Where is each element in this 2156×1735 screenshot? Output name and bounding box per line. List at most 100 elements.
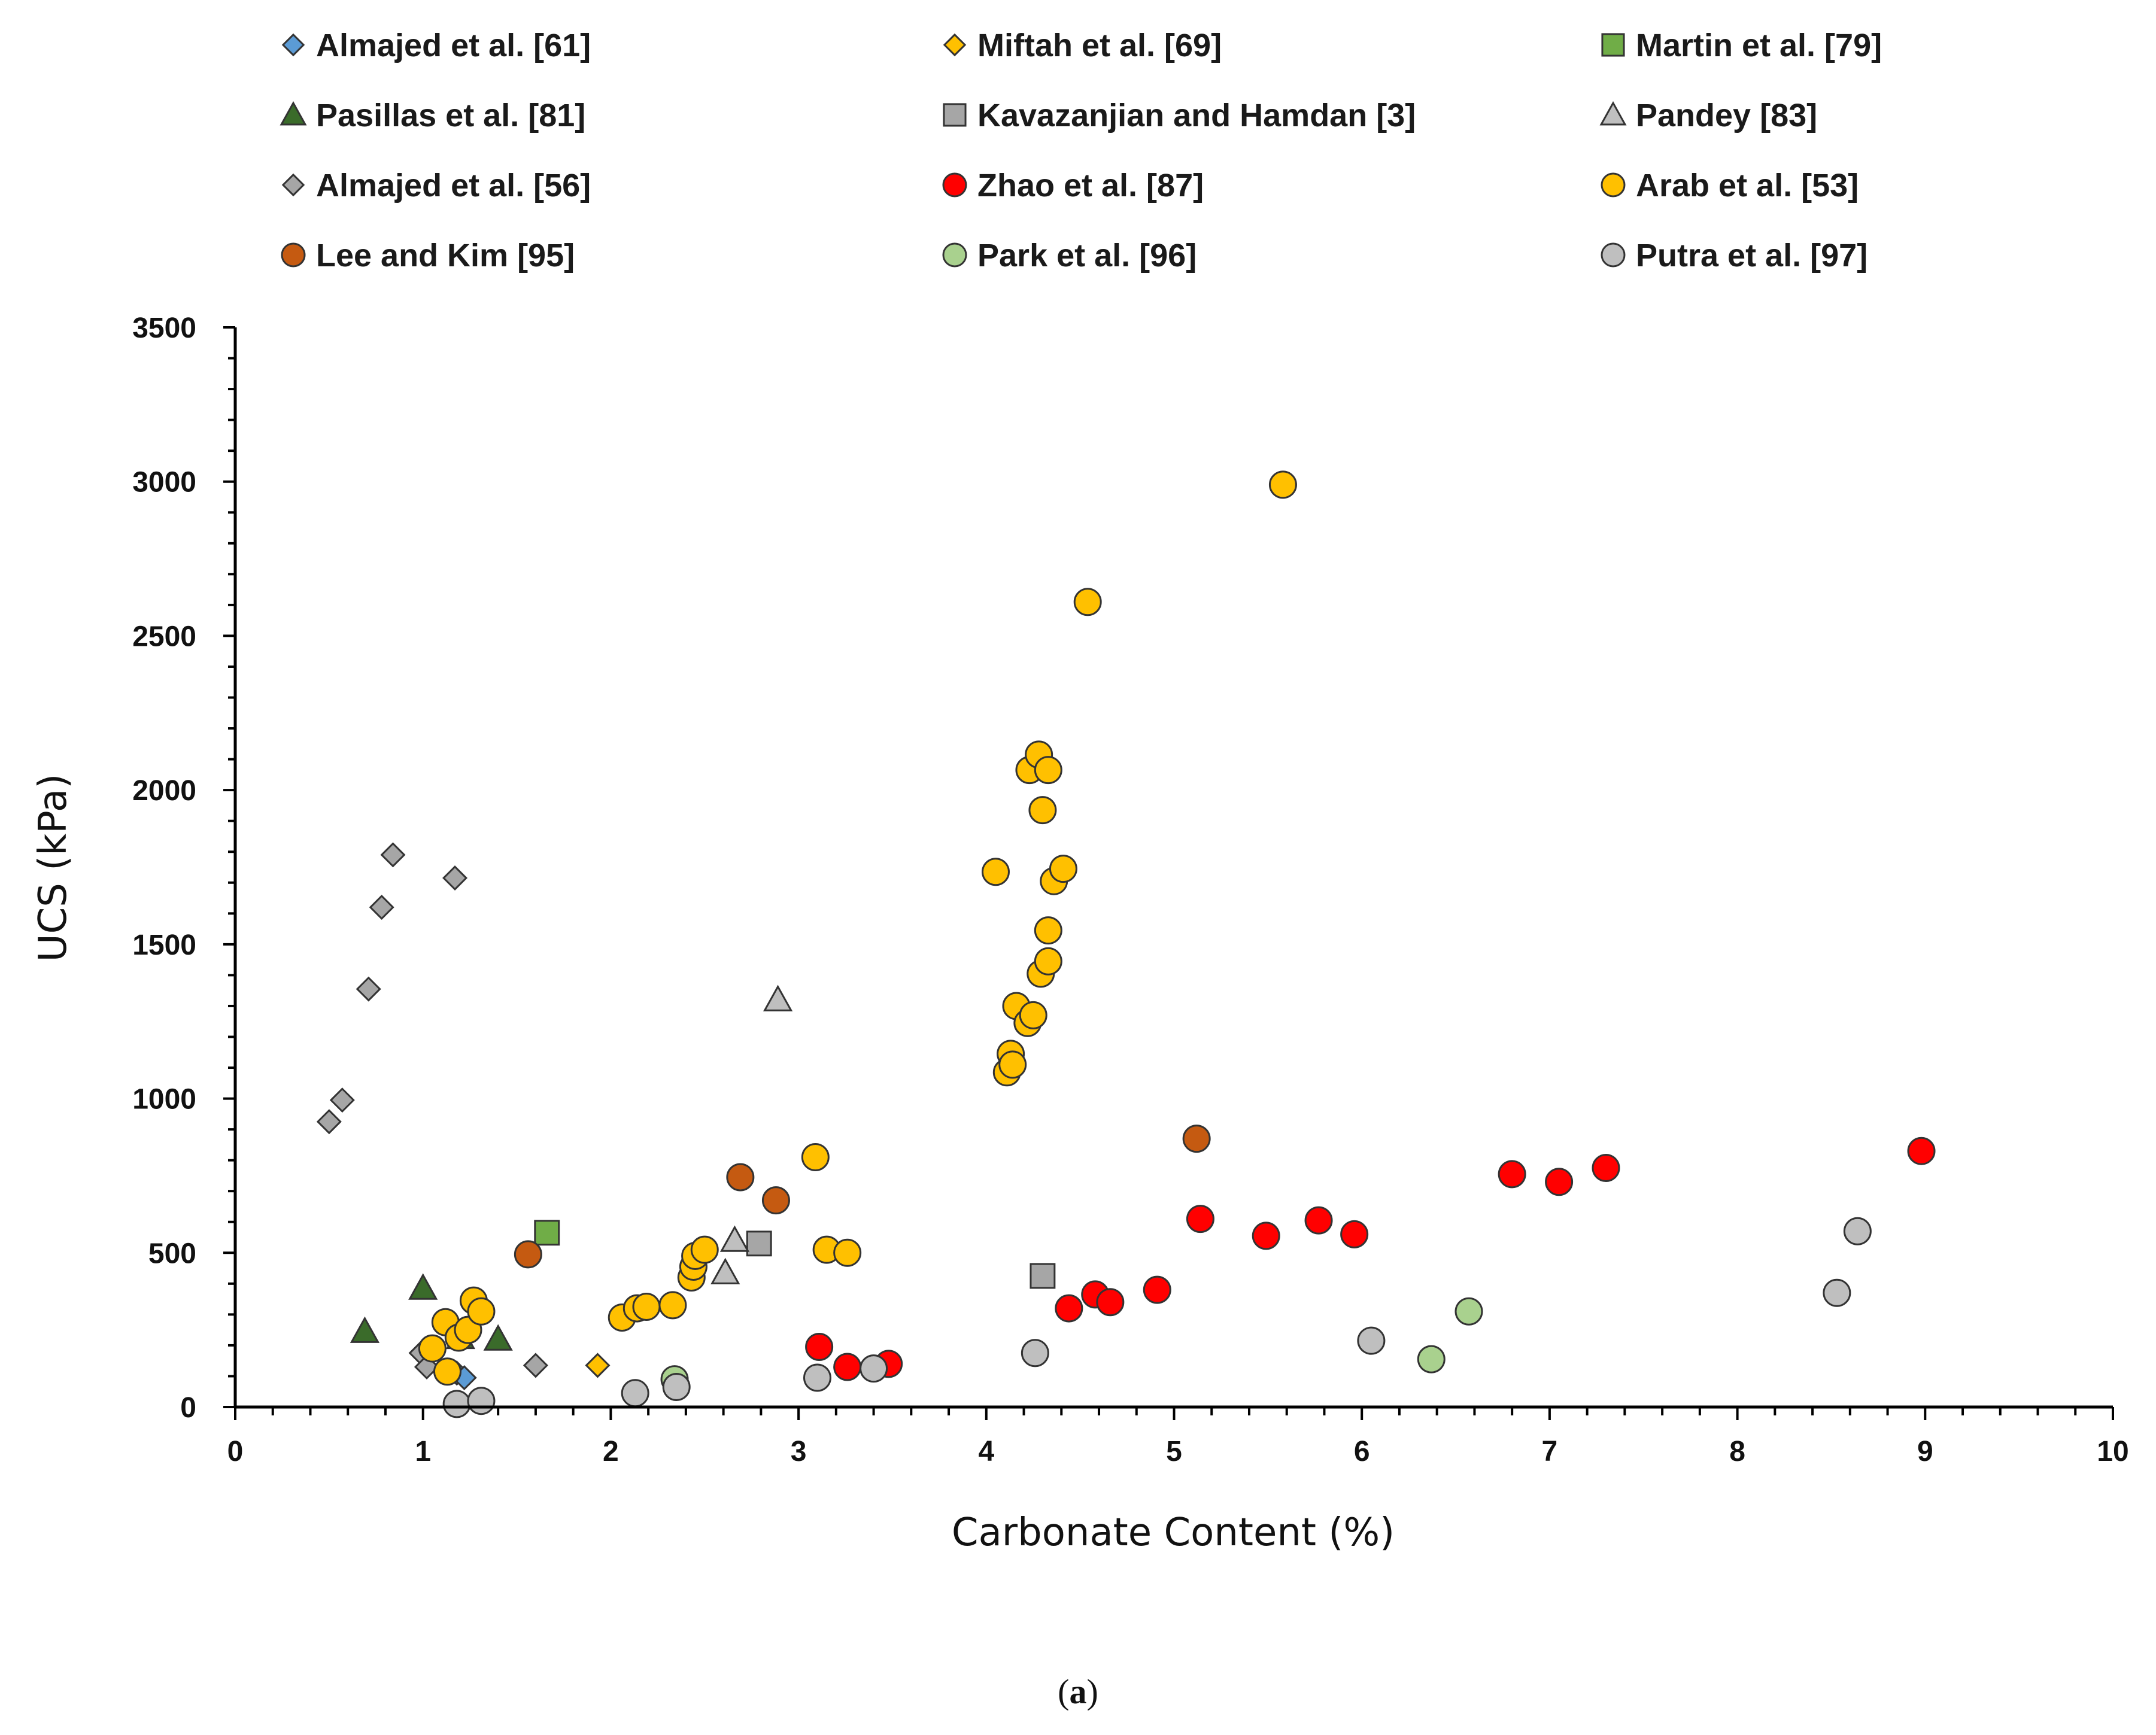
data-point [719,1225,750,1252]
y-tick-label: 1500 [132,929,196,961]
legend-marker [1601,33,1625,57]
data-point [442,865,468,891]
legend-item: Arab et al. [53] [1601,168,1859,203]
data-point [1096,1288,1125,1317]
x-tick-label: 3 [791,1436,807,1467]
x-tick-label: 4 [978,1436,994,1467]
data-point [1417,1345,1446,1374]
data-point [514,1240,542,1269]
y-tick-label: 3500 [132,312,196,344]
legend-marker [281,242,306,268]
data-point [805,1332,834,1361]
data-point [316,1109,342,1135]
data-point [467,1387,496,1415]
data-point [1252,1222,1280,1250]
legend-marker [942,242,967,268]
y-tick-label: 500 [148,1238,196,1269]
data-point [483,1324,513,1351]
data-point [467,1297,496,1326]
legend-item: Almajed et al. [56] [281,168,591,203]
data-point [1034,756,1062,785]
data-point [350,1316,380,1343]
data-point [1049,855,1077,883]
y-tick-label: 3000 [132,467,196,499]
legend-marker [280,101,307,126]
series-arab-et-al-53 [418,470,1297,1386]
y-axis-ticks: 0 500 1000 1500 2000 2500 3000 3500 [132,312,235,1424]
series-zhao-et-al-87 [805,1137,1936,1381]
data-point [1498,1160,1526,1189]
data-point [585,1353,611,1378]
data-point [690,1235,719,1264]
caption-close: ) [1087,1672,1098,1711]
data-point [1545,1168,1574,1196]
series-miftah-et-al-69 [585,1353,611,1378]
data-point [380,842,406,868]
legend-marker [1601,242,1626,268]
x-tick-label: 5 [1166,1436,1182,1467]
data-point [1357,1326,1386,1355]
legend: Almajed et al. [61] Miftah et al. [69] Mar… [280,28,1882,274]
data-point [981,858,1010,886]
data-point [833,1353,862,1381]
data-point [710,1257,740,1284]
legend-label: Miftah et al. [69] [977,28,1222,63]
data-point [621,1379,649,1408]
y-tick-label: 2000 [132,775,196,807]
data-point [801,1143,830,1172]
data-point [662,1372,691,1401]
data-point [534,1220,560,1246]
data-point [1030,1263,1056,1289]
legend-label: Putra et al. [97] [1636,238,1867,274]
legend-label: Kavazanjian and Hamdan [3] [977,98,1416,133]
data-point [1028,796,1057,825]
legend-label: Pandey [83] [1636,98,1817,133]
series-lee-and-kim-95 [514,1125,1211,1269]
x-tick-label: 6 [1354,1436,1370,1467]
x-axis-title: Carbonate Content (%) [952,1511,1395,1555]
series-kavazanjian-and-hamdan-3 [746,1230,1056,1289]
data-point [658,1291,687,1320]
data-point [418,1334,447,1363]
legend-item: Pandey [83] [1599,98,1817,133]
legend-item: Putra et al. [97] [1601,238,1867,274]
data-point [442,1390,471,1418]
legend-item: Kavazanjian and Hamdan [3] [943,98,1416,133]
x-axis-ticks: 0 1 2 3 4 5 6 7 8 9 10 [227,1407,2129,1467]
data-point [803,1363,831,1392]
y-tick-label: 0 [180,1392,196,1424]
legend-label: Park et al. [96] [977,238,1197,274]
legend-item: Pasillas et al. [81] [280,98,585,133]
data-point [369,894,394,920]
data-point [1304,1206,1333,1235]
x-tick-label: 0 [227,1436,244,1467]
y-axis-title: UCS (kPa) [31,774,75,962]
data-point [1182,1125,1211,1153]
x-tick-label: 1 [415,1436,431,1467]
data-point [632,1292,661,1321]
legend-item: Park et al. [96] [942,238,1197,274]
data-point [1340,1220,1369,1248]
x-tick-label: 8 [1729,1436,1745,1467]
data-point [1073,588,1102,616]
data-point [1034,916,1062,945]
data-point [833,1238,862,1267]
data-point [763,985,793,1011]
legend-marker [1601,172,1626,197]
y-tick-label: 2500 [132,621,196,652]
data-point [1034,947,1062,976]
data-point [746,1230,772,1257]
legend-label: Almajed et al. [61] [316,28,591,63]
legend-item: Martin et al. [79] [1601,28,1882,63]
legend-item: Zhao et al. [87] [942,168,1204,203]
legend-label: Pasillas et al. [81] [316,98,585,133]
legend-label: Almajed et al. [56] [316,168,591,203]
caption-letter: a [1070,1672,1087,1711]
legend-label: Martin et al. [79] [1636,28,1882,63]
caption-open: ( [1058,1672,1069,1711]
legend-marker [942,172,967,197]
data-point [1143,1275,1171,1304]
data-point [1907,1137,1936,1165]
legend-marker [281,173,305,197]
data-point [860,1354,888,1383]
